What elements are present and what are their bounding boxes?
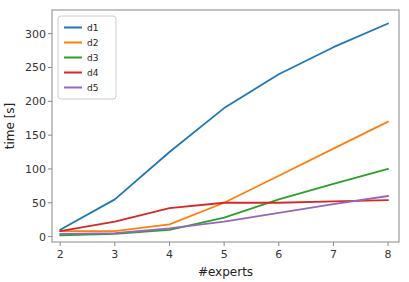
legend-swatch — [64, 87, 82, 89]
y-tick — [48, 202, 52, 203]
y-tick — [48, 67, 52, 68]
x-tick-label: 3 — [111, 248, 118, 261]
plot-frame — [52, 10, 399, 242]
x-tick — [169, 242, 170, 246]
y-tick — [48, 101, 52, 102]
series-line — [60, 196, 388, 234]
x-tick — [388, 242, 389, 246]
y-tick — [48, 135, 52, 136]
series-line — [60, 169, 388, 235]
y-tick-label: 150 — [25, 129, 46, 142]
x-tick — [278, 242, 279, 246]
y-tick-label: 0 — [39, 231, 46, 244]
legend-label: d5 — [87, 83, 98, 93]
legend-label: d4 — [87, 68, 99, 78]
legend-swatch — [64, 27, 82, 29]
x-axis: 2 3 4 5 6 7 8 — [57, 242, 392, 261]
x-tick — [114, 242, 115, 246]
x-tick — [60, 242, 61, 246]
x-tick-label: 2 — [57, 248, 64, 261]
legend-swatch — [64, 72, 82, 74]
y-tick-label: 200 — [25, 95, 46, 108]
x-tick-label: 6 — [275, 248, 282, 261]
y-tick-label: 250 — [25, 61, 46, 74]
x-tick-label: 5 — [221, 248, 228, 261]
x-tick-label: 8 — [385, 248, 392, 261]
legend-label: d2 — [87, 38, 98, 48]
x-axis-label: #experts — [198, 265, 253, 279]
y-tick — [48, 236, 52, 237]
y-tick — [48, 33, 52, 34]
y-tick — [48, 168, 52, 169]
x-tick-label: 7 — [330, 248, 337, 261]
series-line — [60, 122, 388, 232]
chart: 2 3 4 5 6 7 8 0 50 100 150 200 250 300 #experts time [s… — [0, 0, 409, 282]
legend-swatch — [64, 57, 82, 59]
x-tick — [333, 242, 334, 246]
y-tick-label: 50 — [32, 197, 46, 210]
x-tick-label: 4 — [166, 248, 173, 261]
y-axis: 0 50 100 150 200 250 300 — [25, 28, 52, 244]
legend-label: d3 — [87, 53, 98, 63]
legend-box — [58, 16, 116, 99]
series-line — [60, 200, 388, 231]
y-tick-label: 100 — [25, 163, 46, 176]
x-tick — [224, 242, 225, 246]
legend: d1 d2 d3 d4 d5 — [58, 16, 116, 99]
y-axis-label: time [s] — [3, 103, 17, 150]
legend-swatch — [64, 42, 82, 44]
y-tick-label: 300 — [25, 28, 46, 41]
legend-label: d1 — [87, 23, 98, 33]
